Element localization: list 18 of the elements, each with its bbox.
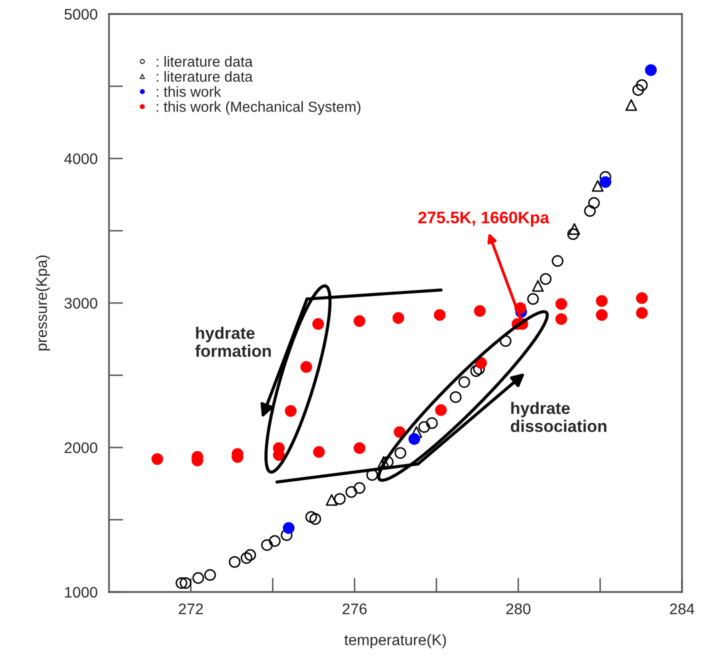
legend-label: : literature data xyxy=(156,71,253,82)
legend-label: : literature data xyxy=(156,56,253,67)
y-tick-label: 2000 xyxy=(64,442,98,454)
y-tick-label: 1000 xyxy=(65,586,98,598)
y-tick-label: 4000 xyxy=(64,153,98,164)
legend-label: : this work (Mechanical System) xyxy=(156,101,360,115)
legend-label: : this work xyxy=(156,86,222,97)
x-tick-label: 284 xyxy=(670,604,694,614)
y-axis-title: pressure(Kpa) xyxy=(36,256,50,350)
x-tick-label: 280 xyxy=(506,604,530,614)
x-axis-title: temperature(K) xyxy=(344,634,446,648)
x-tick-label: 272 xyxy=(178,604,203,614)
x-tick-label: 276 xyxy=(342,604,367,614)
y-tick-label: 5000 xyxy=(64,8,98,20)
annotation: hydrate formation xyxy=(195,326,271,357)
annotation: hydrate dissociation xyxy=(510,402,606,432)
y-tick-label: 3000 xyxy=(64,298,98,309)
annotation: 275.5K, 1660Kpa xyxy=(418,212,550,227)
